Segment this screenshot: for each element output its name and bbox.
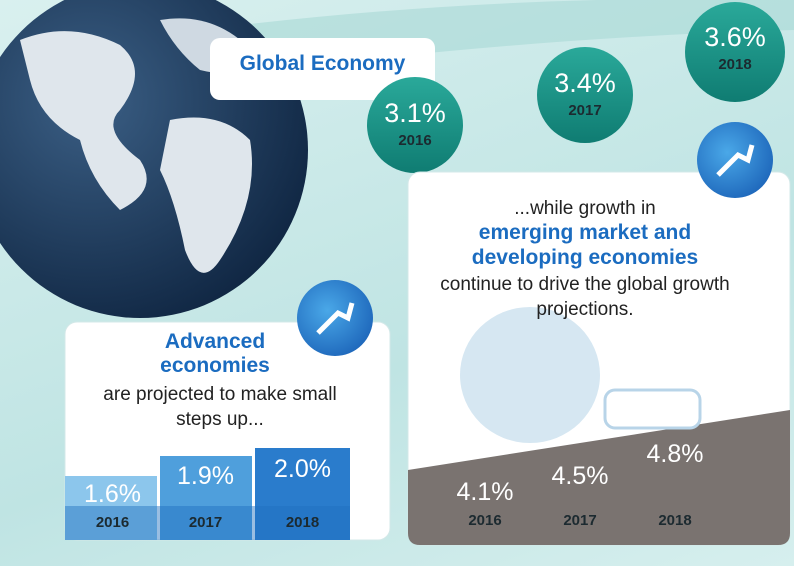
year: 2017 — [568, 102, 602, 119]
value: 3.1% — [384, 98, 446, 128]
value: 4.1% — [456, 478, 514, 506]
value: 1.9% — [177, 462, 234, 490]
arrow — [716, 144, 755, 177]
step — [160, 456, 252, 540]
title: Global Economy — [239, 52, 406, 75]
heading: emerging market and developing economies — [471, 221, 699, 269]
year: 2017 — [188, 514, 223, 531]
text: are projected to make small steps up... — [103, 384, 337, 430]
value: 1.6% — [84, 480, 141, 508]
car — [603, 388, 702, 430]
value: 2.0% — [274, 455, 331, 483]
arrow — [316, 302, 355, 335]
year: 2017 — [563, 512, 597, 529]
continent — [20, 31, 147, 210]
intro: ...while growth in — [514, 198, 656, 219]
year: 2016 — [95, 514, 130, 531]
year: 2018 — [285, 514, 320, 531]
ramp — [408, 410, 790, 545]
text: continue to drive the global growth proj… — [440, 274, 730, 320]
growth-circle — [685, 2, 785, 102]
value: 3.4% — [554, 68, 616, 98]
step — [255, 448, 350, 540]
heading: Advanced economies — [160, 330, 270, 377]
value: 3.6% — [704, 22, 766, 52]
growth-circle — [367, 77, 463, 173]
globe-small — [460, 307, 600, 443]
title-box — [210, 38, 435, 100]
continent — [160, 117, 252, 273]
year-strip — [65, 506, 350, 540]
year: 2016 — [398, 132, 432, 149]
growth-circle — [537, 47, 633, 143]
year: 2018 — [658, 512, 692, 529]
value: 4.8% — [646, 440, 704, 468]
year: 2016 — [468, 512, 502, 529]
value: 4.5% — [551, 462, 609, 490]
year: 2018 — [718, 56, 752, 73]
step — [65, 476, 157, 540]
